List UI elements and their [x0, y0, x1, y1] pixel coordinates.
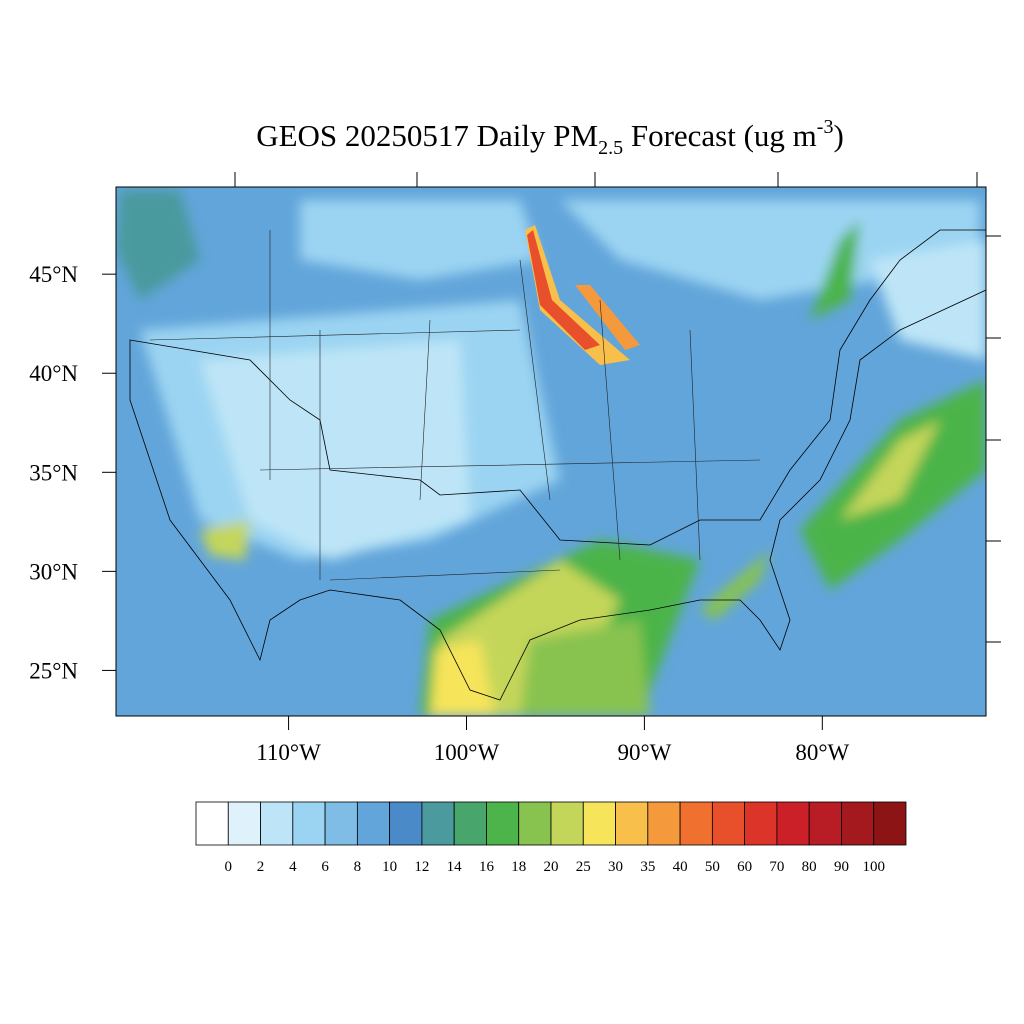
colorbar-label: 20 [544, 859, 559, 875]
frame-ticks [234, 172, 1001, 643]
colorbar-label: 25 [576, 859, 591, 875]
colorbar-label: 10 [382, 859, 397, 875]
colorbar-swatch [615, 801, 649, 846]
colorbar-label: 8 [354, 859, 362, 875]
colorbar-swatch [744, 801, 778, 846]
colorbar-label: 16 [479, 859, 495, 875]
colorbar-label: 60 [737, 859, 752, 875]
title-sup: -3 [817, 116, 834, 138]
x-tick-label: 90°W [617, 740, 671, 765]
colorbar-label: 6 [321, 859, 329, 875]
colorbar-label: 30 [608, 859, 623, 875]
y-tick-label: 35°N [29, 460, 78, 485]
axes: 45°N 40°N 35°N 30°N 25°N 110°W 100°W 90°W 80°W [29, 262, 849, 765]
colorbar-swatch [550, 801, 584, 846]
colorbar-label: 40 [673, 859, 688, 875]
smoke-plume-east [575, 285, 640, 350]
colorbar-label: 14 [447, 859, 463, 875]
colorbar-label: 12 [414, 859, 429, 875]
colorbar-swatch [453, 801, 487, 846]
colorbar-swatch [647, 801, 681, 846]
colorbar-swatch [324, 801, 358, 846]
colorbar-label: 0 [225, 859, 233, 875]
map-title: GEOS 20250517 Daily PM2.5 Forecast (ug m… [256, 116, 844, 159]
field-shading [116, 190, 986, 716]
colorbar-swatch [421, 801, 455, 846]
colorbar-swatch [679, 801, 713, 846]
colorbar-swatch [356, 801, 391, 846]
map-field [116, 187, 986, 716]
y-tick-label: 40°N [29, 361, 78, 386]
colorbar-swatch [582, 801, 616, 846]
colorbar-swatch [776, 801, 810, 846]
colorbar-swatch [260, 801, 294, 846]
colorbar-label: 100 [862, 859, 885, 875]
colorbar-label: 4 [289, 859, 297, 875]
colorbar: 0 2 4 6 8 10 12 14 16 18 20 25 30 35 40 50 60 70 80 90 100 [195, 801, 907, 875]
state-borders [149, 230, 761, 581]
x-tick-label: 110°W [256, 740, 321, 765]
colorbar-swatch [227, 801, 261, 846]
colorbar-swatch [873, 801, 907, 846]
map-frame [115, 186, 987, 717]
colorbar-label: 90 [834, 859, 849, 875]
colorbar-swatch [389, 801, 423, 846]
title-rest: Forecast (ug m [623, 118, 817, 153]
colorbar-swatch [292, 801, 326, 846]
colorbar-swatch [711, 801, 746, 846]
colorbar-label: 2 [257, 859, 265, 875]
colorbar-label: 70 [769, 859, 784, 875]
x-tick-label: 80°W [795, 740, 849, 765]
colorbar-swatch [195, 801, 229, 846]
colorbar-label: 35 [640, 859, 655, 875]
colorbar-label: 80 [802, 859, 817, 875]
x-tick-label: 100°W [434, 740, 500, 765]
y-tick-label: 25°N [29, 658, 78, 683]
colorbar-label: 18 [511, 859, 526, 875]
colorbar-swatch [518, 801, 552, 846]
colorbar-swatch [841, 801, 875, 846]
smoke-plume-core [527, 230, 600, 350]
title-close: ) [833, 118, 843, 153]
colorbar-label: 50 [705, 859, 720, 875]
title-sub: 2.5 [598, 137, 623, 159]
title-main: GEOS 20250517 Daily PM [256, 118, 598, 153]
colorbar-swatch [486, 801, 520, 846]
y-tick-label: 30°N [29, 559, 78, 584]
coastline [129, 229, 986, 701]
y-tick-label: 45°N [29, 262, 78, 287]
colorbar-swatch [808, 801, 842, 846]
